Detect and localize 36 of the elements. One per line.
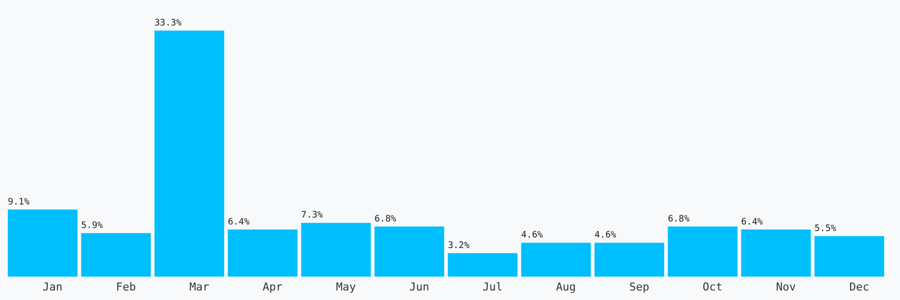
x-tick-label: Apr: [262, 280, 283, 294]
data-label: 5.9%: [81, 221, 104, 232]
bar: [741, 229, 811, 277]
data-label: 7.3%: [301, 210, 324, 221]
data-label: 4.6%: [521, 230, 544, 241]
bar: [301, 222, 371, 277]
bar: [448, 253, 518, 277]
data-label: 3.2%: [448, 240, 470, 251]
x-tick-label: May: [336, 280, 356, 294]
data-label: 5.5%: [814, 224, 837, 234]
data-label: 6.8%: [668, 214, 690, 224]
data-label: 6.4%: [228, 217, 250, 228]
x-tick-label: Sep: [629, 280, 650, 294]
bar: [521, 242, 591, 277]
data-label: 4.6%: [594, 230, 617, 241]
x-tick-label: Feb: [116, 280, 136, 294]
bar: [228, 229, 298, 277]
x-tick-label: Oct: [702, 280, 723, 294]
data-label: 9.1%: [8, 197, 30, 208]
x-tick-label: Aug: [556, 280, 576, 294]
x-tick-label: Nov: [776, 280, 796, 294]
x-tick-label: Jun: [409, 280, 430, 294]
bar: [594, 242, 664, 277]
data-label: 33.3%: [154, 18, 182, 28]
bar: [374, 226, 444, 277]
data-label: 6.8%: [374, 214, 397, 224]
x-tick-label: Jul: [482, 280, 503, 294]
x-tick-label: Dec: [849, 280, 870, 294]
bar: [668, 226, 738, 277]
data-label: 6.4%: [741, 217, 764, 228]
bar: [814, 236, 884, 277]
x-tick-label: Mar: [189, 280, 210, 294]
x-tick-label: Jan: [42, 280, 63, 294]
bar: [8, 210, 78, 277]
bar: [154, 30, 224, 277]
bar: [81, 233, 151, 277]
